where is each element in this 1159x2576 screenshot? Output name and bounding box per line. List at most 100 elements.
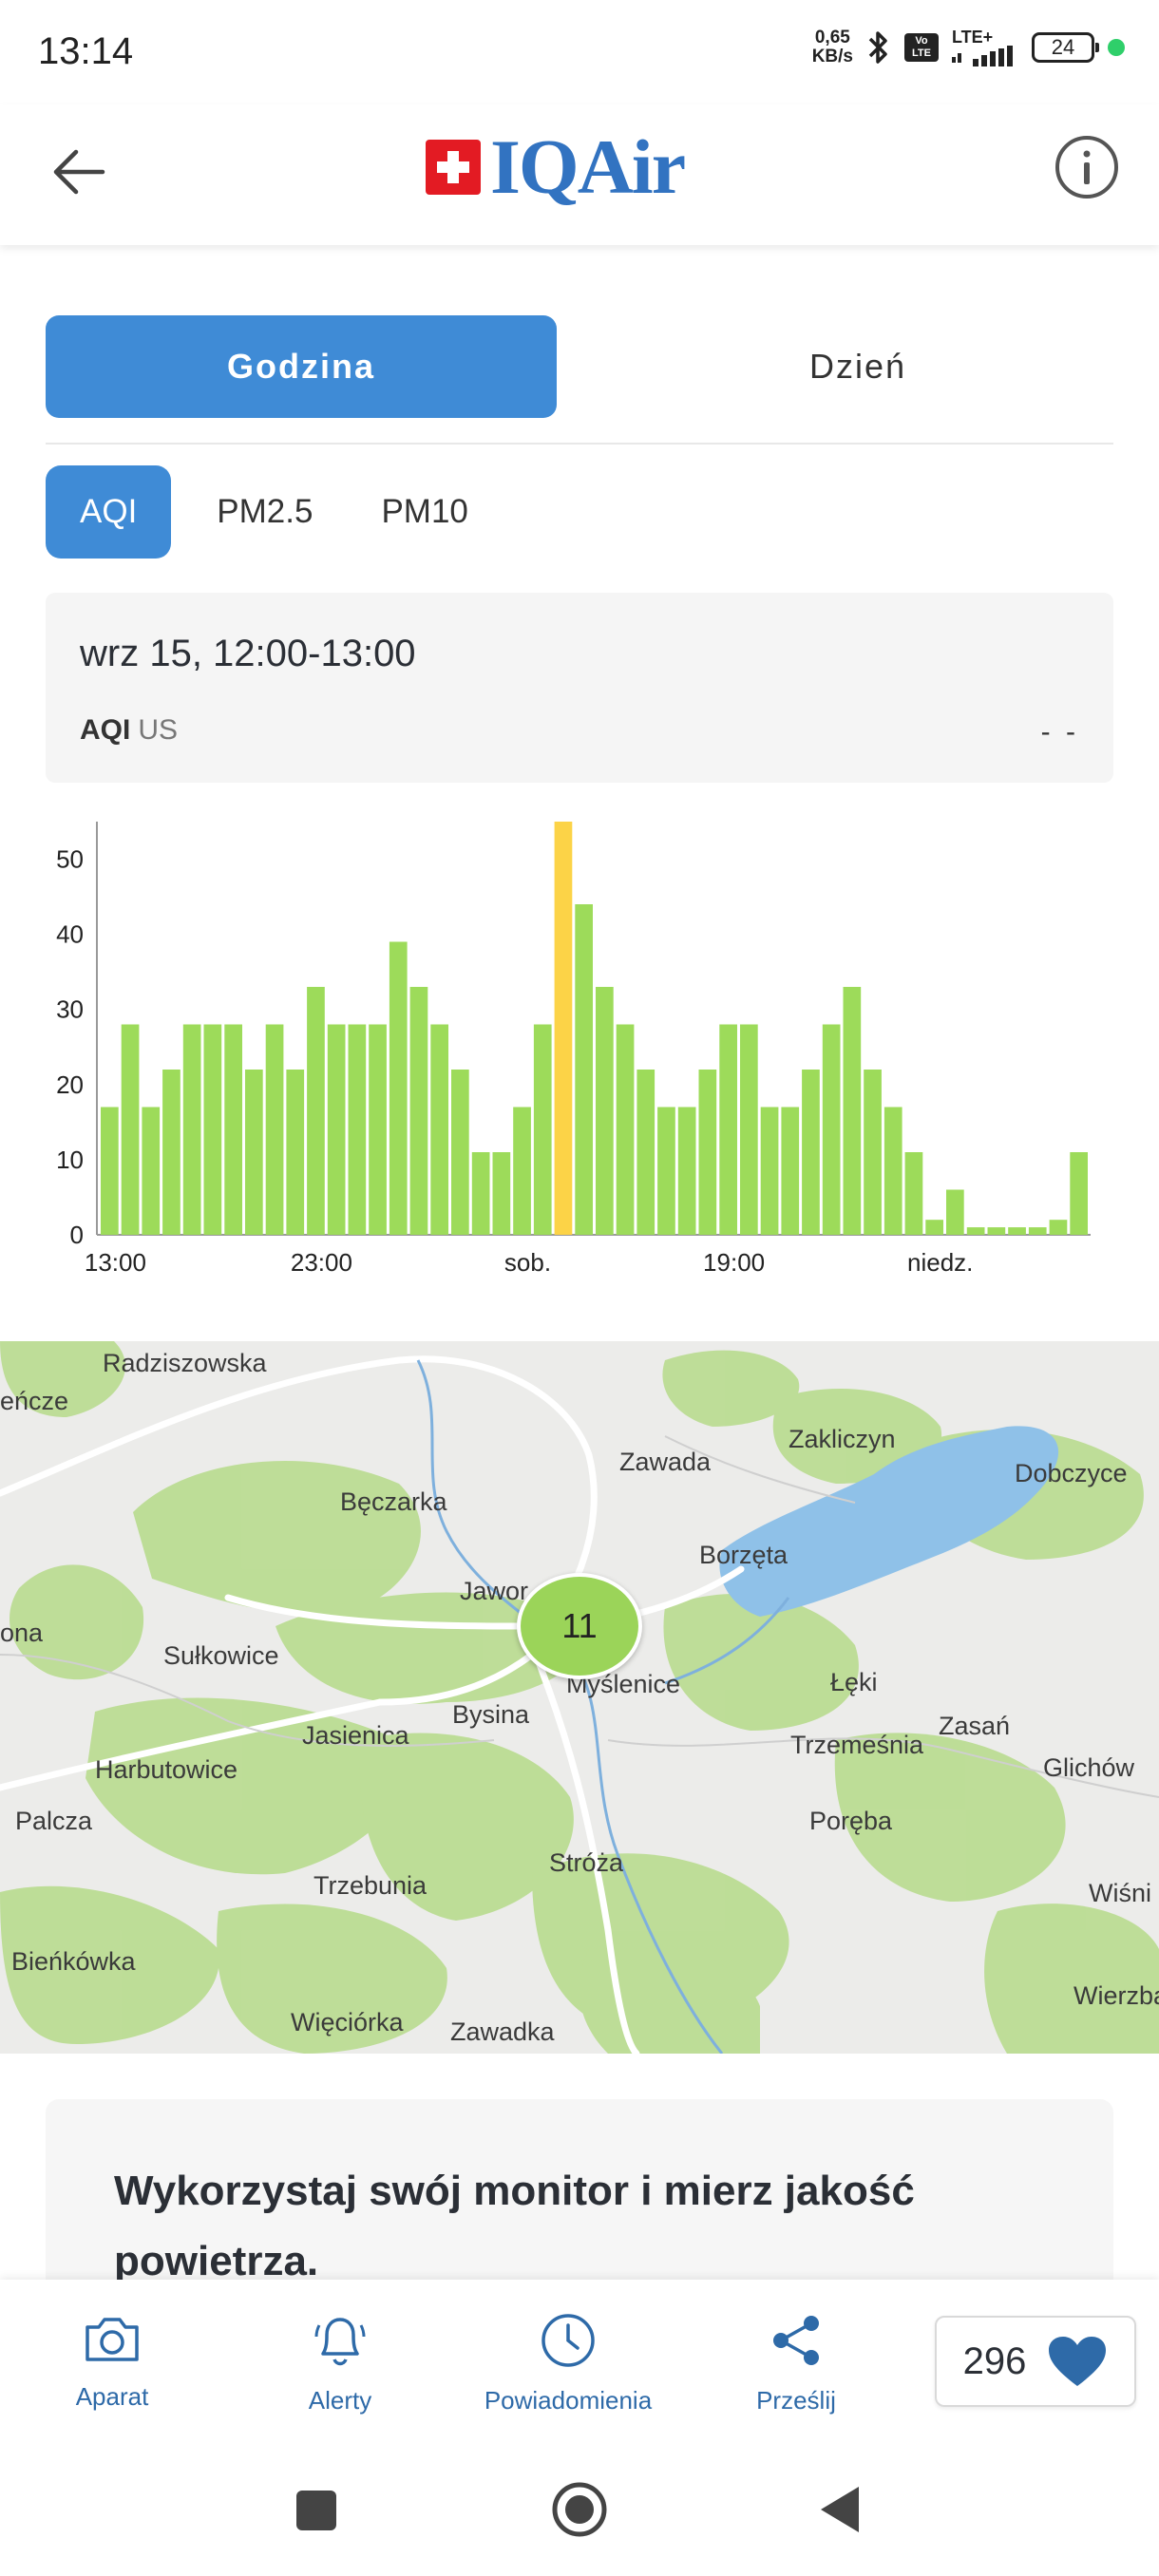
chart-bar <box>101 1107 119 1235</box>
clock-icon <box>542 2314 595 2367</box>
chart-bar <box>636 1070 656 1235</box>
map-place-label: Borzęta <box>699 1541 788 1569</box>
network-speed-unit: KB/s <box>811 47 853 66</box>
lte-signal: LTE+ <box>952 28 1018 66</box>
info-button[interactable] <box>1053 133 1121 201</box>
chart-bar <box>616 1024 635 1235</box>
tab-aqi[interactable]: AQI <box>46 465 172 559</box>
app-header: IQAir <box>0 104 1159 245</box>
chart-bar <box>740 1024 758 1235</box>
nav-share-label: Prześlij <box>756 2386 836 2415</box>
chart-bar <box>719 1024 737 1235</box>
tab-pm10[interactable]: PM10 <box>381 493 468 530</box>
status-icons: 0,65 KB/s Vo LTE LTE+ 24 <box>812 28 1125 66</box>
chart-bar <box>987 1227 1006 1235</box>
map-place-label: Poręba <box>809 1807 893 1835</box>
chart-bar <box>781 1107 800 1235</box>
chart-y-tick-label: 40 <box>56 920 84 949</box>
chart-bar <box>657 1107 675 1235</box>
map-place-label: Bysina <box>452 1700 530 1729</box>
heart-icon <box>1049 2337 1107 2386</box>
map-place-label: Wiśni <box>1089 1879 1151 1907</box>
chart-x-tick-label: niedz. <box>907 1248 973 1277</box>
chart-bar <box>327 1024 346 1235</box>
bottom-navigation: Aparat Alerty Powiadomienia Prześlij 296 <box>0 2280 1159 2441</box>
map-place-label: Łęki <box>830 1668 878 1696</box>
chart-bar <box>1008 1227 1026 1235</box>
chart-bar <box>245 1070 263 1235</box>
chart-bar <box>348 1024 367 1235</box>
map-place-label: Wierzba <box>1074 1981 1159 2010</box>
chart-bar <box>533 1024 552 1235</box>
map-place-label: Jawor <box>460 1577 529 1605</box>
map-place-label: Zawada <box>619 1448 712 1476</box>
map-view[interactable]: Radziszowska eńcze Zawada Zakliczyn Dobczyce… <box>0 1341 1159 2054</box>
chart-y-tick-label: 0 <box>70 1221 84 1249</box>
chart-x-tick-label: 13:00 <box>85 1248 146 1277</box>
chart-bar <box>596 987 614 1235</box>
chart-bar <box>162 1070 180 1235</box>
home-icon[interactable] <box>551 2481 608 2538</box>
map-place-label: Palcza <box>15 1807 93 1835</box>
chart-y-tick-label: 10 <box>56 1146 84 1174</box>
chart-bar <box>182 1024 201 1235</box>
map-place-label: Stróża <box>549 1848 624 1877</box>
tab-day[interactable]: Dzień <box>808 347 907 386</box>
nav-camera[interactable]: Aparat <box>17 2312 207 2412</box>
arrow-left-icon <box>53 149 105 195</box>
status-bar: 13:14 0,65 KB/s Vo LTE LTE+ 24 <box>0 0 1159 104</box>
like-count: 296 <box>962 2339 1027 2382</box>
nav-notifications[interactable]: Powiadomienia <box>473 2312 663 2415</box>
chart-bar <box>451 1070 469 1235</box>
map-terrain <box>0 1341 1159 2054</box>
chart-bar <box>409 987 428 1235</box>
map-place-label: Dobczyce <box>1015 1459 1128 1487</box>
chart-x-tick-label: sob. <box>504 1248 551 1277</box>
like-button[interactable]: 296 <box>935 2316 1136 2407</box>
chart-bar <box>471 1152 490 1235</box>
nav-alerts[interactable]: Alerty <box>245 2312 435 2415</box>
chart-bar <box>492 1152 511 1235</box>
chart-bar <box>822 1024 841 1235</box>
map-place-label: Bieńkówka <box>11 1947 136 1976</box>
nav-share[interactable]: Prześlij <box>701 2312 891 2415</box>
chart-x-tick-label: 23:00 <box>291 1248 352 1277</box>
chart-x-tick-label: 19:00 <box>703 1248 765 1277</box>
map-place-label: Glichów <box>1043 1753 1135 1782</box>
map-place-label: Trzebunia <box>314 1871 428 1900</box>
reading-unit: US <box>138 714 179 746</box>
map-place-label: Jasienica <box>302 1721 409 1750</box>
privacy-indicator-dot <box>1108 39 1125 56</box>
chart-bar <box>513 1107 531 1235</box>
volte-icon: Vo LTE <box>904 33 939 62</box>
map-place-label: Harbutowice <box>95 1755 238 1784</box>
share-icon <box>773 2316 819 2365</box>
chart-bar <box>286 1070 305 1235</box>
lte-label: LTE+ <box>952 28 994 47</box>
chart-bar <box>307 987 325 1235</box>
chart-bar <box>203 1024 222 1235</box>
chart-bar <box>1070 1152 1088 1235</box>
back-triangle-icon[interactable] <box>817 2485 861 2534</box>
aqi-bar-chart[interactable]: 0 10 20 30 40 50 13:00 23:00 sob. 19:00 niedz. <box>0 807 1159 1301</box>
chart-y-tick-label: 50 <box>56 845 84 874</box>
chart-bar <box>884 1107 902 1235</box>
signal-strength-icon <box>952 46 1018 66</box>
chart-bar <box>554 822 573 1235</box>
tab-hour[interactable]: Godzina <box>46 315 557 418</box>
aqi-map-marker[interactable]: 11 <box>517 1573 642 1679</box>
chart-bar <box>575 904 593 1235</box>
nav-notifications-label: Powiadomienia <box>484 2386 653 2415</box>
chart-bar <box>1049 1220 1068 1235</box>
chart-bar <box>864 1070 882 1235</box>
chart-bar <box>925 1220 943 1235</box>
reading-label: AQI US <box>80 714 178 747</box>
back-button[interactable] <box>48 139 114 205</box>
network-speed: 0,65 KB/s <box>812 28 853 66</box>
chart-bar <box>760 1107 779 1235</box>
tab-pm25[interactable]: PM2.5 <box>217 493 314 530</box>
map-place-label: Trzemeśnia <box>790 1731 924 1759</box>
map-place-label: Zasań <box>939 1712 1011 1740</box>
recent-apps-icon[interactable] <box>294 2489 338 2532</box>
chart-bar <box>966 1227 985 1235</box>
